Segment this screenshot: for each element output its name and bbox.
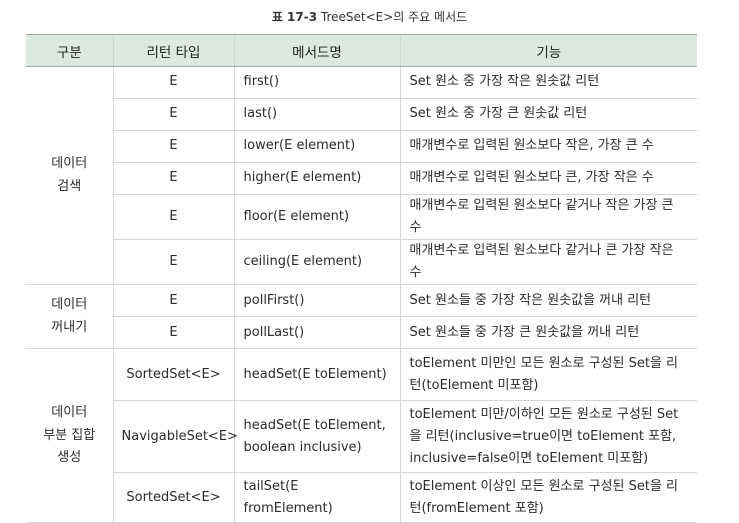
table-row: E pollLast() Set 원소들 중 가장 큰 원솟값을 꺼내 리턴 — [26, 316, 697, 350]
method-name: headSet(E toElement) — [233, 348, 400, 402]
return-type: E — [112, 66, 234, 99]
return-type: E — [112, 284, 234, 318]
method-description: toElement 미만/이하인 모든 원소로 구성된 Set 을 리턴(inc… — [399, 400, 697, 474]
caption-label: 표 17-3 — [271, 10, 318, 24]
table-row: E last() Set 원소 중 가장 큰 원솟값 리턴 — [26, 98, 697, 131]
method-name: ceiling(E element) — [233, 239, 400, 286]
group-poll: 데이터 꺼내기 — [26, 284, 113, 350]
method-name: lower(E element) — [233, 130, 400, 163]
method-name-line: headSet(E toElement, — [243, 417, 386, 433]
method-description: toElement 이상인 모든 원소로 구성된 Set을 리 턴(fromEl… — [399, 472, 697, 523]
method-description: Set 원소들 중 가장 작은 원솟값을 꺼내 리턴 — [399, 284, 697, 318]
group-search-line: 검색 — [57, 178, 82, 194]
group-subset-line: 생성 — [57, 450, 82, 466]
description-line: 턴(toElement 미포함) — [409, 377, 539, 393]
return-type: E — [112, 316, 234, 350]
group-poll-line: 데이터 — [51, 297, 88, 313]
description-line: toElement 미만인 모든 원소로 구성된 Set을 리 — [409, 355, 679, 371]
header-category: 구분 — [26, 34, 113, 67]
method-description: Set 원소 중 가장 작은 원솟값 리턴 — [399, 66, 697, 99]
return-type: SortedSet<E> — [112, 472, 234, 523]
header-method-name: 메서드명 — [233, 34, 400, 67]
treeset-methods-table: 구분 리턴 타입 메서드명 기능 데이터 검색 E first() Set 원소… — [26, 34, 697, 523]
return-type: NavigableSet<E> — [112, 400, 238, 474]
method-name: pollFirst() — [233, 284, 400, 318]
method-name: floor(E element) — [233, 194, 400, 241]
return-type: E — [112, 130, 234, 163]
method-description: 매개변수로 입력된 원소보다 큰, 가장 작은 수 — [399, 162, 697, 195]
table-row: E floor(E element) 매개변수로 입력된 원소보다 같거나 작은… — [26, 194, 697, 241]
header-function: 기능 — [399, 34, 697, 67]
group-poll-line: 꺼내기 — [51, 319, 88, 335]
table-row: NavigableSet<E> headSet(E toElement, boo… — [26, 400, 697, 474]
group-subset-line: 데이터 — [51, 404, 88, 420]
return-type: SortedSet<E> — [112, 348, 234, 402]
description-line: toElement 이상인 모든 원소로 구성된 Set을 리 — [409, 478, 679, 494]
method-name: higher(E element) — [233, 162, 400, 195]
group-subset: 데이터 부분 집합 생성 — [26, 348, 113, 523]
group-subset-line: 부분 집합 — [43, 427, 96, 443]
group-search-line: 데이터 — [51, 155, 88, 171]
method-description: 매개변수로 입력된 원소보다 작은, 가장 큰 수 — [399, 130, 697, 163]
method-name: tailSet(E fromElement) — [233, 472, 400, 523]
caption-text: TreeSet<E>의 주요 메서드 — [320, 10, 468, 24]
table-row: SortedSet<E> tailSet(E fromElement) toEl… — [26, 472, 697, 523]
return-type: E — [112, 194, 234, 241]
description-line: toElement 미만/이하인 모든 원소로 구성된 Set — [409, 406, 679, 422]
return-type: E — [112, 98, 234, 131]
group-search: 데이터 검색 — [26, 66, 113, 286]
table-caption: 표 17-3 TreeSet<E>의 주요 메서드 — [0, 8, 739, 25]
description-line: 을 리턴(inclusive=true이면 toElement 포함, — [409, 428, 677, 444]
table-row: 데이터 꺼내기 E pollFirst() Set 원소들 중 가장 작은 원솟… — [26, 284, 697, 350]
method-description: Set 원소들 중 가장 큰 원솟값을 꺼내 리턴 — [399, 316, 697, 350]
method-description: 매개변수로 입력된 원소보다 같거나 작은 가장 큰 수 — [399, 194, 697, 241]
method-name: last() — [233, 98, 400, 131]
method-description: 매개변수로 입력된 원소보다 같거나 큰 가장 작은 수 — [399, 239, 697, 286]
method-name: headSet(E toElement, boolean inclusive) — [233, 400, 400, 474]
table-row: 데이터 검색 E first() Set 원소 중 가장 작은 원솟값 리턴 — [26, 66, 697, 286]
table-row: E lower(E element) 매개변수로 입력된 원소보다 작은, 가장… — [26, 130, 697, 163]
method-description: toElement 미만인 모든 원소로 구성된 Set을 리 턴(toElem… — [399, 348, 697, 402]
table-row: E ceiling(E element) 매개변수로 입력된 원소보다 같거나 … — [26, 239, 697, 286]
return-type: E — [112, 162, 234, 195]
table-row: E higher(E element) 매개변수로 입력된 원소보다 큰, 가장… — [26, 162, 697, 195]
method-name-line: boolean inclusive) — [243, 439, 362, 455]
method-name: first() — [233, 66, 400, 99]
method-description: Set 원소 중 가장 큰 원솟값 리턴 — [399, 98, 697, 131]
header-row: 구분 리턴 타입 메서드명 기능 — [26, 34, 697, 67]
return-type: E — [112, 239, 234, 286]
header-return-type: 리턴 타입 — [112, 34, 234, 67]
table-row: 데이터 부분 집합 생성 SortedSet<E> headSet(E toEl… — [26, 348, 697, 523]
method-name: pollLast() — [233, 316, 400, 350]
description-line: inclusive=false이면 toElement 미포함) — [409, 450, 649, 466]
